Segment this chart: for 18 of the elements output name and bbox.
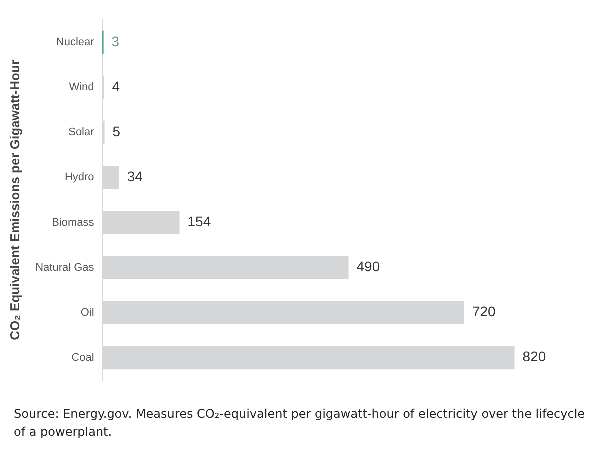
source-note: Source: Energy.gov. Measures CO₂-equivalent per gigawatt-hour of electricity over the lifecycle of a powerplant. — [14, 406, 586, 441]
y-tick-label: Wind — [69, 82, 94, 94]
data-label: 5 — [112, 123, 121, 140]
data-label: 490 — [356, 258, 380, 275]
y-tick-label: Nuclear — [56, 36, 95, 49]
y-tick-label: Coal — [72, 352, 94, 364]
y-tick-label: Natural Gas — [36, 262, 95, 274]
y-tick-label: Hydro — [64, 172, 94, 184]
data-label: 34 — [127, 168, 144, 185]
data-label: 154 — [188, 214, 212, 230]
data-label: 3 — [112, 33, 120, 50]
y-tick-label: Biomass — [52, 216, 95, 229]
y-axis-title: CO₂ Equivalent Emissions per Gigawatt-Hour — [7, 60, 22, 340]
data-label: 4 — [112, 78, 120, 94]
y-tick-label: Solar — [68, 126, 95, 139]
y-tick-label: Oil — [80, 306, 94, 319]
data-label: 820 — [522, 348, 546, 365]
data-label: 720 — [472, 304, 496, 320]
